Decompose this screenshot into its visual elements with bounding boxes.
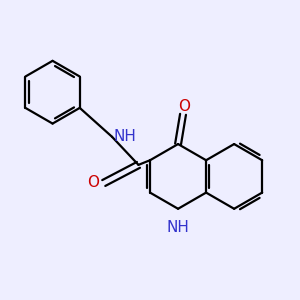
Text: NH: NH [167,220,190,235]
Text: NH: NH [114,129,136,144]
Text: O: O [178,99,190,114]
Text: O: O [87,175,99,190]
